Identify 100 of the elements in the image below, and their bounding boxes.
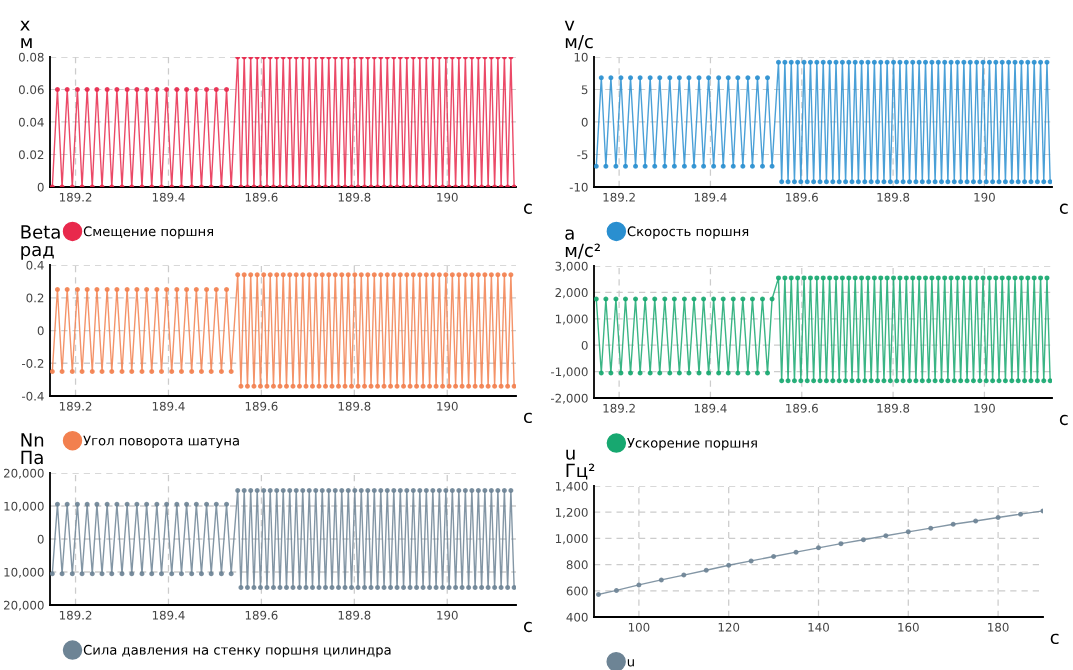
x-axis-title: с	[1059, 203, 1068, 214]
x-tick-label: 189.6	[786, 192, 818, 202]
legend-label: Сила давления на стенку поршня цилиндра	[83, 644, 391, 658]
x-tick-label: 189.4	[152, 192, 185, 202]
y-tick-label: 3,000	[555, 261, 588, 272]
x-tick-label: 189.8	[877, 192, 910, 202]
x-tick-label: 189.2	[59, 610, 92, 620]
legend-label: u	[627, 658, 634, 667]
y-tick-label: -2,000	[550, 393, 588, 404]
x-tick-label: 189.6	[245, 192, 278, 202]
legend-label: Ускорение поршня	[627, 438, 757, 451]
x-tick-label: 190	[974, 192, 995, 202]
y-axis-title: a м/с²	[565, 229, 600, 259]
point	[928, 525, 934, 531]
x-axis-title: с	[1059, 414, 1068, 426]
x-tick-label: 180	[988, 622, 1009, 632]
y-tick-label: 1,000	[555, 314, 588, 325]
x-axis-title: с	[523, 203, 532, 214]
point	[595, 591, 601, 597]
x-tick-label: 190	[437, 610, 458, 620]
y-tick-label: 400	[566, 612, 588, 622]
x-tick-label: 189.6	[245, 610, 278, 620]
x-tick-label: 160	[898, 622, 919, 632]
point	[613, 587, 619, 593]
point	[658, 577, 664, 583]
y-tick-label: 20,000	[4, 468, 44, 479]
y-axis-title: u Гц²	[566, 449, 595, 480]
y-tick-label: 10	[574, 52, 588, 62]
y-tick-label: 0	[37, 326, 44, 336]
y-tick-label: -10	[569, 182, 588, 192]
point	[1018, 511, 1024, 517]
x-tick-label: 189.4	[152, 610, 185, 620]
y-tick-label: 0	[37, 182, 44, 192]
y-tick-label: -0.2	[21, 358, 44, 368]
y-tick-label: 10,000	[4, 567, 44, 578]
point	[793, 549, 799, 555]
x-tick-label: 100	[628, 622, 650, 632]
y-axis-title: Nn Па	[21, 433, 44, 465]
y-tick-label: 0.08	[18, 52, 44, 62]
x-tick-label: 190	[437, 401, 458, 411]
x-tick-label: 190	[974, 403, 995, 413]
x-axis-title: с	[523, 412, 532, 424]
x-tick-label: 189.8	[338, 610, 371, 620]
point	[905, 529, 911, 535]
x-tick-label: 189.2	[59, 192, 92, 202]
point	[681, 572, 687, 578]
y-tick-label: -0.4	[21, 391, 44, 401]
y-tick-label: 1,400	[555, 481, 588, 492]
y-tick-label: 1,200	[555, 507, 588, 519]
point	[950, 521, 956, 527]
y-axis-title: x м	[20, 20, 32, 49]
y-tick-label: 0.4	[26, 260, 44, 270]
x-tick-label: 189.8	[338, 401, 371, 411]
point	[860, 537, 866, 543]
x-tick-label: 189.2	[603, 403, 635, 413]
y-tick-label: 20,000	[4, 600, 44, 611]
y-tick-label: 5	[581, 85, 588, 95]
y-tick-label: -1,000	[550, 367, 588, 378]
y-tick-label: 0	[581, 340, 588, 350]
x-tick-label: 189.8	[877, 403, 910, 413]
x-tick-label: 189.4	[694, 403, 727, 413]
y-tick-label: -5	[577, 150, 588, 160]
x-tick-label: 189.4	[152, 401, 185, 411]
point	[748, 558, 754, 564]
point	[883, 533, 889, 539]
legend-label: Скорость поршня	[627, 226, 749, 239]
x-tick-label: 189.4	[694, 192, 727, 202]
x-tick-label: 189.2	[59, 401, 92, 411]
y-tick-label: 0.04	[18, 117, 44, 127]
legend-label: Угол поворота шатуна	[83, 435, 239, 449]
y-axis-title: Beta рад	[21, 225, 60, 260]
y-tick-label: 0	[37, 534, 44, 544]
point	[771, 553, 777, 559]
y-tick-label: 2,000	[555, 288, 588, 299]
x-tick-label: 189.2	[603, 192, 635, 202]
y-tick-label: 0	[581, 117, 588, 127]
point	[636, 582, 642, 588]
x-axis-title: с	[523, 621, 532, 633]
legend-label: Смещение поршня	[83, 226, 213, 239]
point	[973, 518, 979, 524]
y-tick-label: 10,000	[4, 501, 44, 512]
x-tick-label: 190	[437, 192, 458, 202]
y-tick-label: 1,000	[555, 534, 588, 545]
x-tick-label: 189.8	[338, 192, 371, 202]
x-tick-label: 189.6	[245, 401, 278, 411]
y-tick-label: 600	[566, 586, 588, 596]
point	[703, 567, 709, 573]
y-tick-label: 800	[566, 560, 588, 570]
y-tick-label: 0.06	[18, 85, 44, 95]
point	[726, 562, 732, 568]
x-tick-label: 120	[718, 622, 740, 632]
x-tick-label: 140	[808, 622, 829, 632]
x-tick-label: 189.6	[786, 403, 818, 413]
y-tick-label: 0.2	[26, 293, 44, 303]
point	[838, 541, 844, 547]
y-axis-title: v м/с	[564, 20, 593, 50]
point	[995, 514, 1001, 520]
y-tick-label: 0.02	[18, 150, 44, 160]
point	[815, 545, 822, 551]
x-axis-title: с	[1050, 633, 1059, 645]
